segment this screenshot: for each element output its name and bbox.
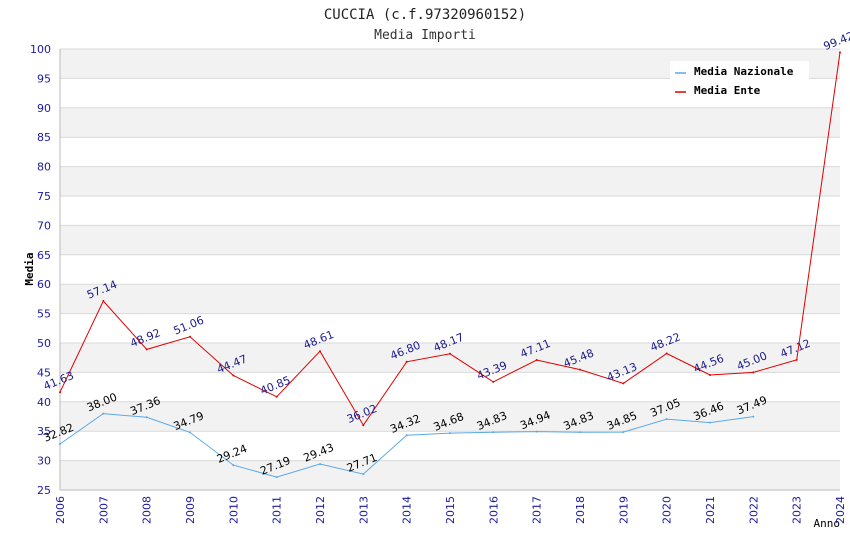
x-tick-label: 2010 — [227, 496, 240, 524]
plot-band — [60, 284, 840, 314]
series-lines — [59, 51, 841, 479]
data-point — [189, 335, 191, 338]
data-point — [145, 416, 148, 419]
y-tick-label: 70 — [37, 219, 51, 232]
legend-label-ente: Media Ente — [694, 84, 761, 97]
data-point — [665, 352, 668, 355]
chart-title: CUCCIA (c.f.97320960152) — [324, 7, 526, 23]
data-point — [709, 374, 711, 376]
data-point — [752, 371, 755, 374]
x-tick-label: 2007 — [97, 496, 110, 524]
x-tick-label: 2015 — [444, 496, 457, 524]
data-point — [449, 432, 451, 435]
data-point — [579, 368, 581, 371]
y-axis-label: Media — [23, 252, 36, 285]
data-point — [145, 348, 148, 351]
plot-band — [60, 343, 840, 373]
x-axis-label: Anno — [814, 517, 841, 530]
legend-box — [670, 61, 809, 101]
data-point — [622, 382, 625, 385]
y-tick-label: 30 — [37, 455, 51, 468]
x-tick-label: 2016 — [487, 496, 500, 524]
legend: Media Nazionale Media Ente — [670, 61, 809, 101]
data-label: 40.85 — [258, 374, 292, 398]
data-point — [795, 358, 798, 361]
data-point — [319, 350, 321, 353]
x-tick-label: 2013 — [357, 496, 370, 524]
x-tick-label: 2017 — [531, 496, 544, 524]
data-point — [535, 359, 538, 361]
data-point — [839, 51, 841, 54]
data-point — [405, 434, 408, 437]
y-tick-label: 55 — [37, 308, 51, 321]
y-tick-label: 25 — [37, 484, 51, 497]
x-tick-label: 2009 — [184, 496, 197, 524]
data-label: 51.06 — [172, 314, 206, 338]
plot-band — [60, 107, 840, 138]
data-point — [622, 431, 625, 434]
y-tick-label: 50 — [37, 337, 51, 350]
plot-band — [60, 225, 840, 255]
x-tick-label: 2008 — [141, 496, 154, 524]
data-point — [102, 300, 105, 302]
plot-band — [60, 401, 840, 432]
y-tick-label: 95 — [37, 72, 51, 85]
plot-band — [60, 166, 840, 196]
data-point — [492, 380, 495, 383]
data-point — [752, 415, 755, 418]
data-point — [319, 463, 321, 465]
data-point — [189, 431, 191, 434]
data-point — [492, 431, 495, 434]
x-tick-label: 2006 — [54, 496, 67, 524]
data-point — [362, 424, 365, 427]
x-tick-label: 2021 — [704, 496, 717, 524]
plot-band — [60, 460, 840, 490]
data-point — [232, 464, 235, 467]
y-tick-label: 75 — [37, 190, 51, 203]
chart-subtitle: Media Importi — [374, 28, 476, 43]
y-tick-label: 45 — [37, 366, 51, 379]
legend-label-nazionale: Media Nazionale — [694, 65, 794, 78]
y-tick-label: 60 — [37, 278, 51, 291]
data-point — [275, 476, 278, 479]
x-tick-label: 2012 — [314, 496, 327, 524]
y-tick-labels: 25 30 35 40 45 50 55 60 65 70 75 80 85 90 95 100 — [30, 43, 51, 497]
data-point — [579, 431, 581, 434]
y-tick-label: 65 — [37, 249, 51, 262]
x-tick-label: 2018 — [574, 496, 587, 524]
x-tick-label: 2011 — [271, 496, 284, 524]
data-point — [59, 391, 61, 394]
x-tick-label: 2019 — [617, 496, 630, 524]
data-point — [59, 443, 61, 445]
y-tick-label: 40 — [37, 396, 51, 409]
data-point — [535, 430, 538, 433]
y-tick-label: 35 — [37, 425, 51, 438]
data-point — [102, 412, 105, 415]
y-tick-label: 100 — [30, 43, 51, 56]
data-point — [405, 360, 408, 363]
data-point — [449, 352, 451, 355]
x-tick-label: 2014 — [401, 496, 414, 524]
data-point — [362, 473, 365, 476]
y-tick-label: 85 — [37, 131, 51, 144]
x-tick-label: 2020 — [661, 496, 674, 524]
data-point — [275, 395, 278, 398]
y-tick-label: 80 — [37, 161, 51, 174]
y-tick-label: 90 — [37, 102, 51, 115]
x-tick-label: 2024 — [834, 496, 847, 524]
data-point — [665, 418, 668, 421]
x-tick-label: 2022 — [747, 496, 760, 524]
data-point — [709, 421, 711, 424]
x-tick-labels: 2006 2007 2008 2009 2010 2011 2012 2013 2014 2015… — [54, 496, 847, 524]
x-tick-label: 2023 — [791, 496, 804, 524]
plot-background-bands — [60, 49, 840, 490]
data-point — [232, 374, 235, 377]
